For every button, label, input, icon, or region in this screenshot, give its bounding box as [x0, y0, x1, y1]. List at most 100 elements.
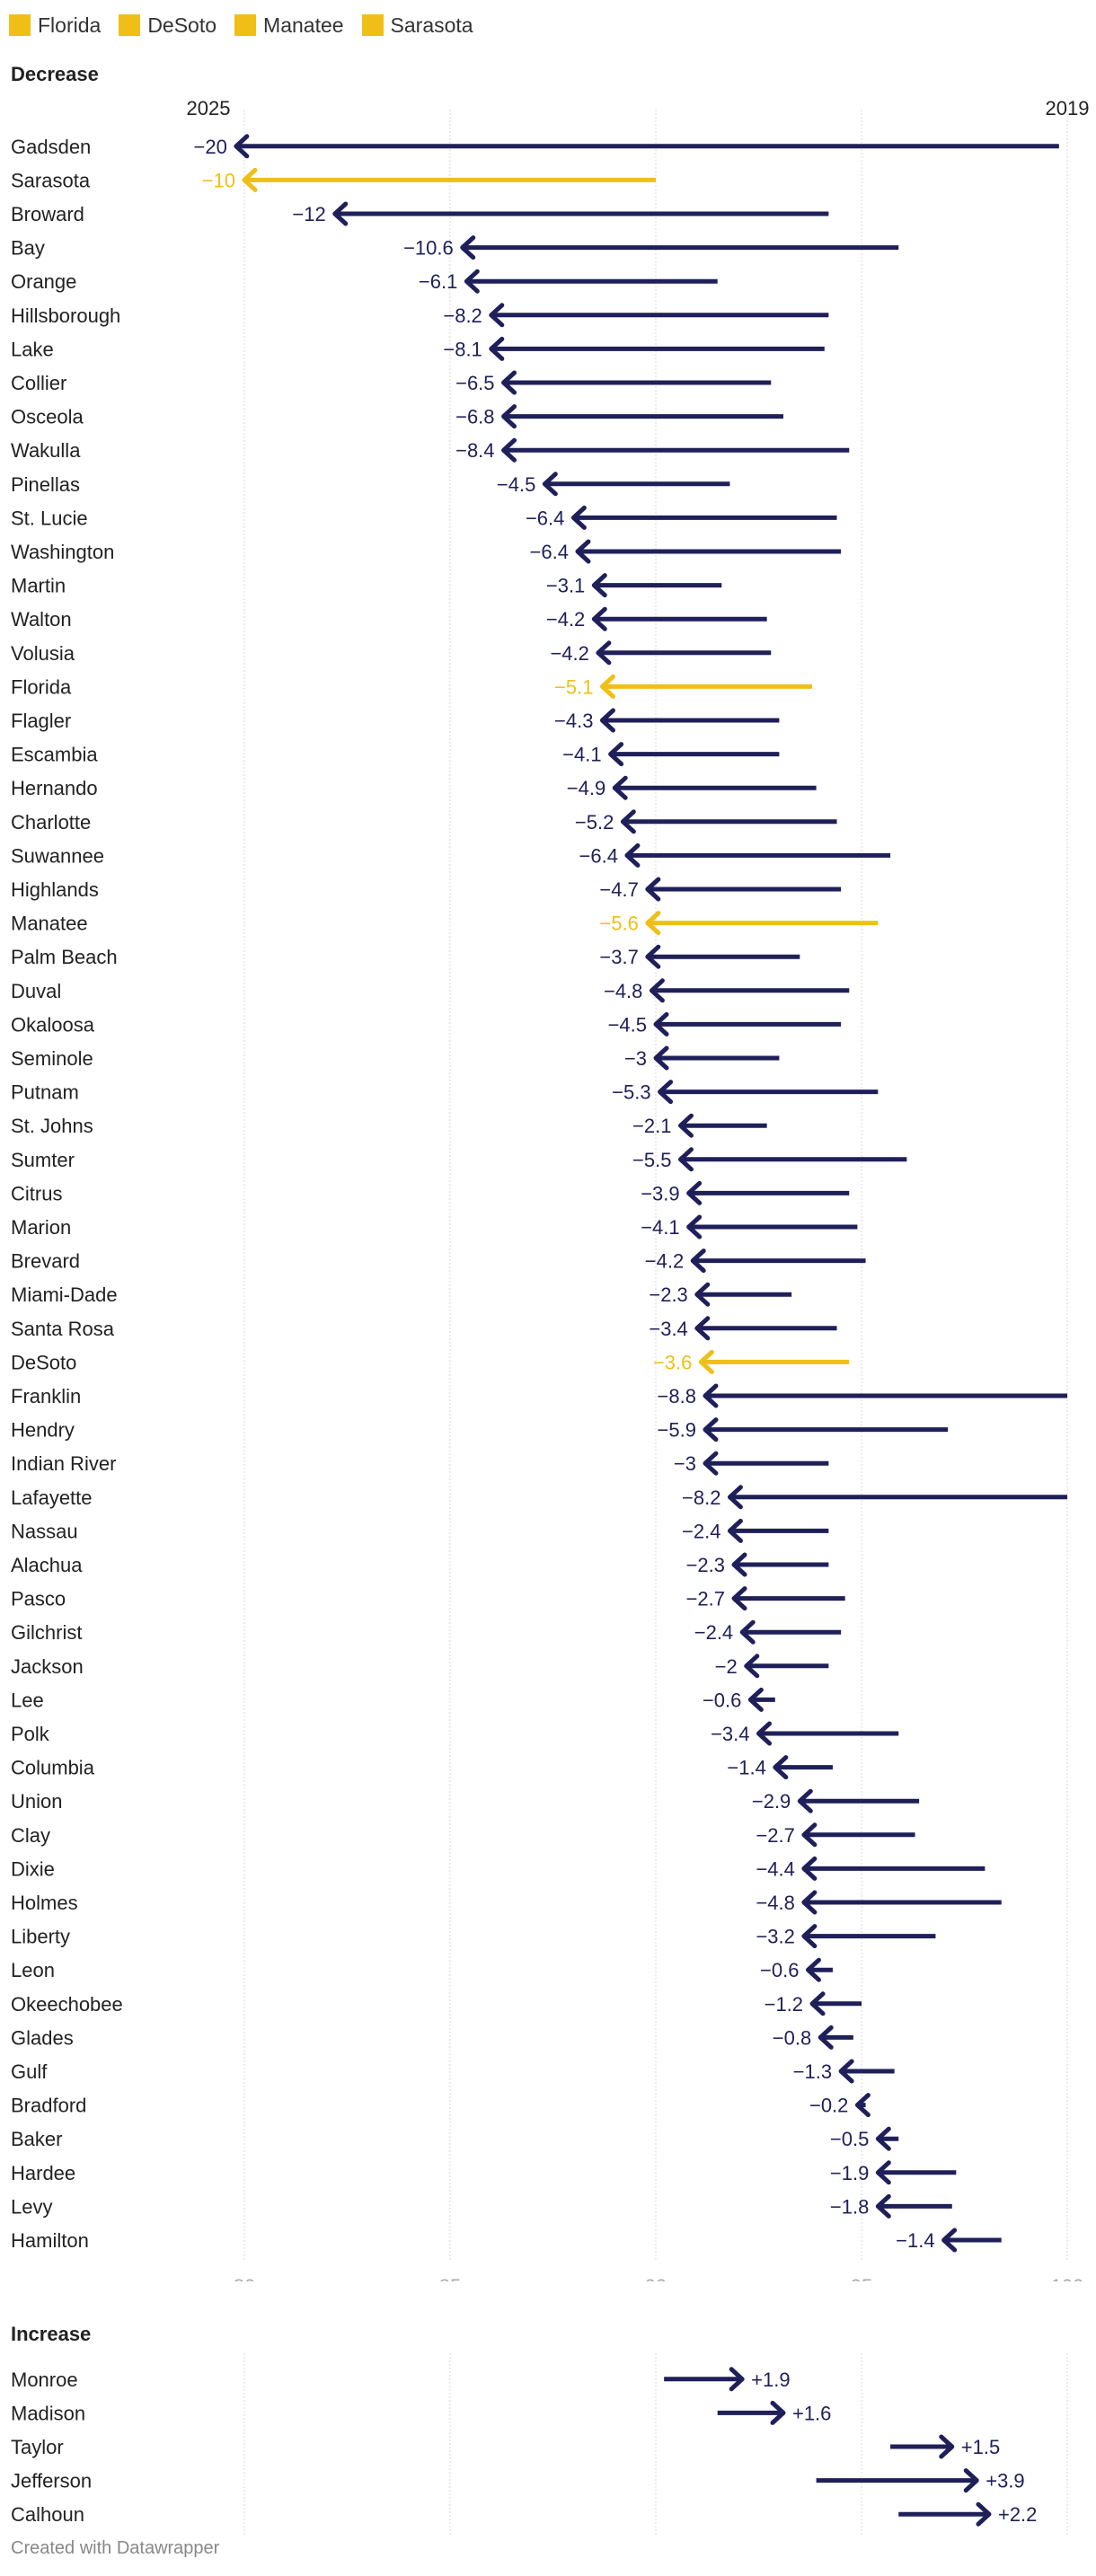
row-label: Duval	[11, 980, 61, 1002]
x-tick-label: 95	[851, 2275, 872, 2281]
row-volusia: Volusia −4.2	[11, 640, 772, 666]
row-brevard: Brevard −4.2	[11, 1248, 866, 1274]
legend-label: DeSoto	[147, 13, 217, 37]
value-label: −8.4	[455, 439, 494, 462]
row-clay: Clay −2.7	[11, 1822, 915, 1848]
row-hernando: Hernando −4.9	[11, 775, 817, 800]
arrow-head	[875, 2193, 891, 2219]
arrow-head	[703, 1383, 719, 1408]
row-label: Liberty	[11, 1926, 70, 1948]
legend-swatch	[361, 14, 384, 36]
arrow-head	[875, 2126, 891, 2151]
value-label: −2.9	[752, 1790, 791, 1813]
legend-label: Manatee	[263, 13, 344, 37]
arrow-head	[703, 1417, 719, 1442]
row-manatee: Manatee −5.6	[11, 911, 879, 936]
row-seminole: Seminole −3	[11, 1045, 780, 1071]
row-label: Collier	[11, 372, 66, 394]
row-label: Jackson	[11, 1655, 84, 1678]
value-label: −4.1	[641, 1216, 679, 1239]
value-label: −2.3	[649, 1284, 687, 1306]
row-label: Seminole	[11, 1047, 93, 1070]
arrow-head	[686, 1214, 703, 1239]
value-label: −3.6	[653, 1351, 692, 1373]
arrow-head	[645, 877, 661, 902]
arrow-head	[747, 1687, 764, 1712]
value-label: −6.4	[526, 507, 564, 529]
value-label: −4.8	[756, 1892, 794, 1914]
row-suwannee: Suwannee −6.4	[11, 842, 891, 868]
value-label: −10.6	[403, 237, 454, 260]
row-label: Madison	[11, 2402, 85, 2424]
legend: Florida DeSoto Manatee Sarasota	[9, 9, 491, 41]
legend-swatch	[234, 14, 257, 36]
row-label: Washington	[11, 541, 114, 563]
row-label: Clay	[11, 1824, 50, 1847]
row-label: Union	[11, 1790, 62, 1813]
row-label: Lake	[11, 338, 54, 360]
value-label: −1.4	[727, 1757, 765, 1779]
row-nassau: Nassau −2.4	[11, 1518, 829, 1543]
arrow-head	[645, 911, 661, 936]
row-label: Flagler	[11, 710, 71, 732]
row-palm-beach: Palm Beach −3.7	[11, 944, 800, 969]
value-label: −6.8	[455, 406, 494, 428]
row-label: Baker	[11, 2128, 62, 2150]
arrow-head	[727, 1518, 743, 1543]
value-label: −4.5	[497, 473, 535, 496]
legend-item-manatee: Manatee	[234, 13, 344, 38]
row-baker: Baker −0.5	[11, 2126, 899, 2151]
value-label: +2.2	[998, 2503, 1037, 2526]
row-label: Lafayette	[11, 1486, 93, 1509]
row-label: Okeechobee	[11, 1993, 123, 2016]
row-escambia: Escambia −4.1	[11, 742, 780, 767]
x-tick-label: 80	[234, 2275, 255, 2281]
row-label: Marion	[11, 1216, 71, 1239]
x-tick-label: 100	[1051, 2275, 1084, 2281]
row-label: DeSoto	[11, 1351, 76, 1373]
arrow-head	[797, 1788, 813, 1813]
arrow-head	[653, 1045, 669, 1071]
row-lafayette: Lafayette −8.2	[11, 1485, 1067, 1510]
arrow-head	[801, 1890, 818, 1915]
value-label: −8.2	[443, 304, 482, 327]
legend-item-sarasota: Sarasota	[361, 13, 473, 38]
arrow-head	[332, 201, 349, 226]
arrow-head	[854, 2093, 871, 2118]
row-okeechobee: Okeechobee −1.2	[11, 1991, 862, 2016]
value-label: +3.9	[986, 2470, 1024, 2492]
arrow-head	[489, 336, 505, 361]
row-label: Pinellas	[11, 473, 80, 496]
arrow-head	[608, 742, 624, 767]
row-putnam: Putnam −5.3	[11, 1080, 879, 1105]
row-sumter: Sumter −5.5	[11, 1147, 907, 1172]
arrow-head	[653, 1011, 669, 1037]
row-label: Hendry	[11, 1419, 75, 1442]
row-label: Calhoun	[11, 2503, 84, 2526]
row-label: Nassau	[11, 1520, 78, 1542]
arrow-head	[542, 472, 558, 497]
arrow-head	[703, 1451, 719, 1476]
row-label: Levy	[11, 2195, 52, 2218]
value-label: −6.4	[579, 844, 618, 867]
value-label: −6.4	[530, 541, 569, 563]
x-tick-label: 90	[645, 2275, 667, 2281]
row-label: Okaloosa	[11, 1013, 95, 1036]
row-label: Miami-Dade	[11, 1284, 118, 1306]
value-label: −4.4	[756, 1857, 794, 1880]
row-hamilton: Hamilton −1.4	[11, 2228, 1002, 2253]
row-jefferson: Jefferson +3.9	[11, 2468, 1025, 2493]
legend-label: Sarasota	[390, 13, 473, 37]
row-marion: Marion −4.1	[11, 1214, 858, 1239]
row-label: Manatee	[11, 913, 88, 935]
row-label: Taylor	[11, 2436, 64, 2458]
row-label: Florida	[11, 675, 72, 698]
row-pasco: Pasco −2.7	[11, 1586, 845, 1611]
row-label: Hamilton	[11, 2229, 89, 2252]
value-label: −0.6	[760, 1959, 799, 1981]
row-label: Dixie	[11, 1857, 55, 1880]
row-madison: Madison +1.6	[11, 2400, 831, 2425]
arrow-head	[698, 1349, 714, 1374]
row-label: Bay	[11, 237, 45, 260]
arrow-head	[744, 1654, 760, 1679]
